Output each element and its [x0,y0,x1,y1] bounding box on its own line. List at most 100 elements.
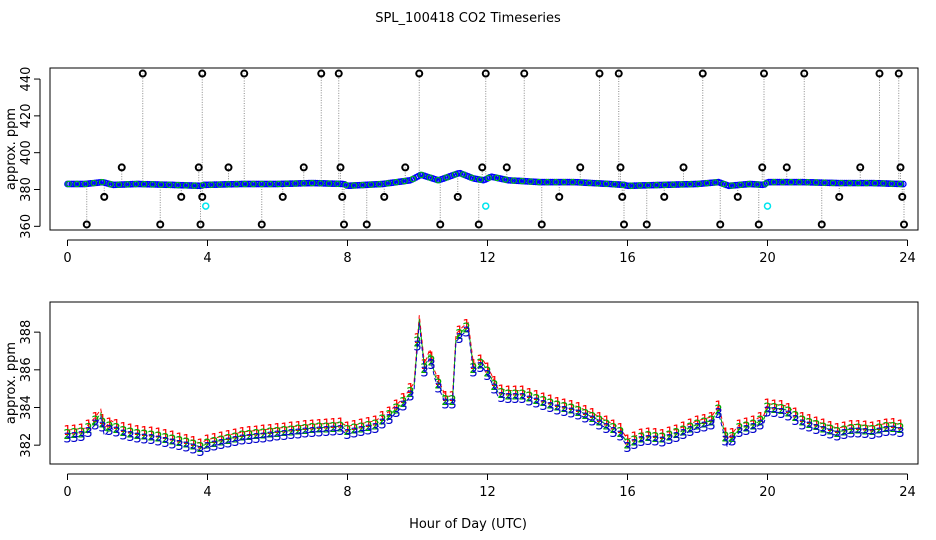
series-marker-3: 3 [679,428,687,443]
series-marker-1: 1 [287,421,295,436]
spike-point [595,69,604,78]
series-marker-3: 3 [322,425,330,440]
series-marker-3: 3 [567,406,575,421]
series-marker-3: 3 [651,435,659,450]
baseline-point-overlay [401,177,408,185]
series-marker-3: 3 [441,398,449,413]
series-marker-3: 3 [686,425,694,440]
series-marker-1: 1 [252,425,260,440]
series-marker-3: 3 [399,400,407,415]
baseline-point-overlay [586,179,593,187]
series-marker-1: 1 [434,374,442,389]
baseline-point-overlay [384,180,391,187]
series-marker-2: 2 [812,419,820,434]
series-marker-3: 3 [574,409,582,424]
spike-point [576,163,585,172]
series-marker-3: 3 [112,426,120,441]
series-marker-1: 1 [119,421,127,436]
baseline-point-overlay [65,180,72,188]
series-marker-1: 1 [77,423,85,438]
series-marker-2: 2 [476,357,484,372]
series-marker-2: 2 [539,395,547,410]
series-marker-1: 1 [322,418,330,433]
series-marker-1: 1 [812,415,820,430]
series-marker-3: 3 [875,426,883,441]
series-marker-2: 2 [644,430,652,445]
series-marker-3: 3 [763,405,771,420]
spike-point [82,220,91,229]
series-3: 3333333333333333333333333333333333333333… [63,322,905,460]
series-marker-1: 1 [469,358,477,373]
baseline-point-overlay [434,176,442,184]
series-marker-2: 2 [168,434,176,449]
baseline-point-overlay [720,180,727,188]
series-marker-3: 3 [427,358,435,373]
series-marker-2: 2 [182,437,190,452]
series-marker-3: 3 [546,401,554,416]
baseline-point-overlay [451,171,459,178]
series-marker-1: 1 [609,418,617,433]
series-marker-1: 1 [210,432,218,447]
spike-point [817,220,826,229]
series-marker-3: 3 [756,418,764,433]
series-marker-3: 3 [343,428,351,443]
series-marker-3: 3 [840,428,848,443]
series-marker-3: 3 [511,392,519,407]
series-marker-1: 1 [294,420,302,435]
series-marker-1: 1 [581,404,589,419]
chart-title: SPL_100418 CO2 Timeseries [375,11,561,26]
baseline-point-overlay [502,176,509,183]
series-marker-2: 2 [805,417,813,432]
series-marker-1: 1 [826,420,834,435]
series-marker-2: 2 [553,400,561,415]
series-marker-3: 3 [707,418,715,433]
series-marker-3: 3 [896,426,904,441]
series-marker-3: 3 [196,445,204,460]
baseline-point-overlay [334,180,341,187]
series-marker-2: 2 [875,423,883,438]
series-marker-2: 2 [784,406,792,421]
series-marker-2: 2 [658,432,666,447]
spike-point [754,220,763,229]
series-marker-2: 2 [210,436,218,451]
baseline-point-overlay [107,181,114,188]
series-marker-1: 1 [147,426,155,441]
baseline-point-overlay [82,180,89,188]
series-marker-1: 1 [889,417,897,432]
series-marker-2: 2 [791,410,799,425]
spike-point [896,163,905,172]
baseline-point-overlay [342,181,349,189]
baseline-point-overlay [140,180,148,188]
series-marker-3: 3 [728,435,736,450]
series-marker-2: 2 [364,420,372,435]
bottom-x-tick-label: 20 [759,485,776,500]
baseline-point-overlay [149,181,156,188]
series-marker-2: 2 [350,423,358,438]
baseline-point-overlay [636,182,643,189]
spike-point [336,163,345,172]
baseline-point-overlay [535,178,543,186]
series-marker-3: 3 [63,432,71,447]
spike-point [196,220,205,229]
spike-point [436,220,445,229]
series-marker-3: 3 [385,413,393,428]
series-marker-1: 1 [427,351,435,366]
series-marker-2: 2 [140,429,148,444]
baseline-point-overlay [527,178,534,185]
baseline-point-overlay [695,180,702,188]
series-marker-2: 2 [413,336,421,351]
series-marker-2: 2 [847,423,855,438]
series-marker-2: 2 [126,426,134,441]
series-marker-1: 1 [819,418,827,433]
series-marker-2: 2 [189,439,197,454]
baseline-point-overlay [115,181,123,188]
series-marker-1: 1 [637,428,645,443]
series-marker-1: 1 [343,420,351,435]
series-marker-2: 2 [581,408,589,423]
series-marker-2: 2 [602,418,610,433]
series-marker-3: 3 [623,441,631,456]
series-marker-1: 1 [651,427,659,442]
series-marker-1: 1 [357,418,365,433]
series-marker-1: 1 [301,419,309,434]
spike-point [334,69,343,78]
